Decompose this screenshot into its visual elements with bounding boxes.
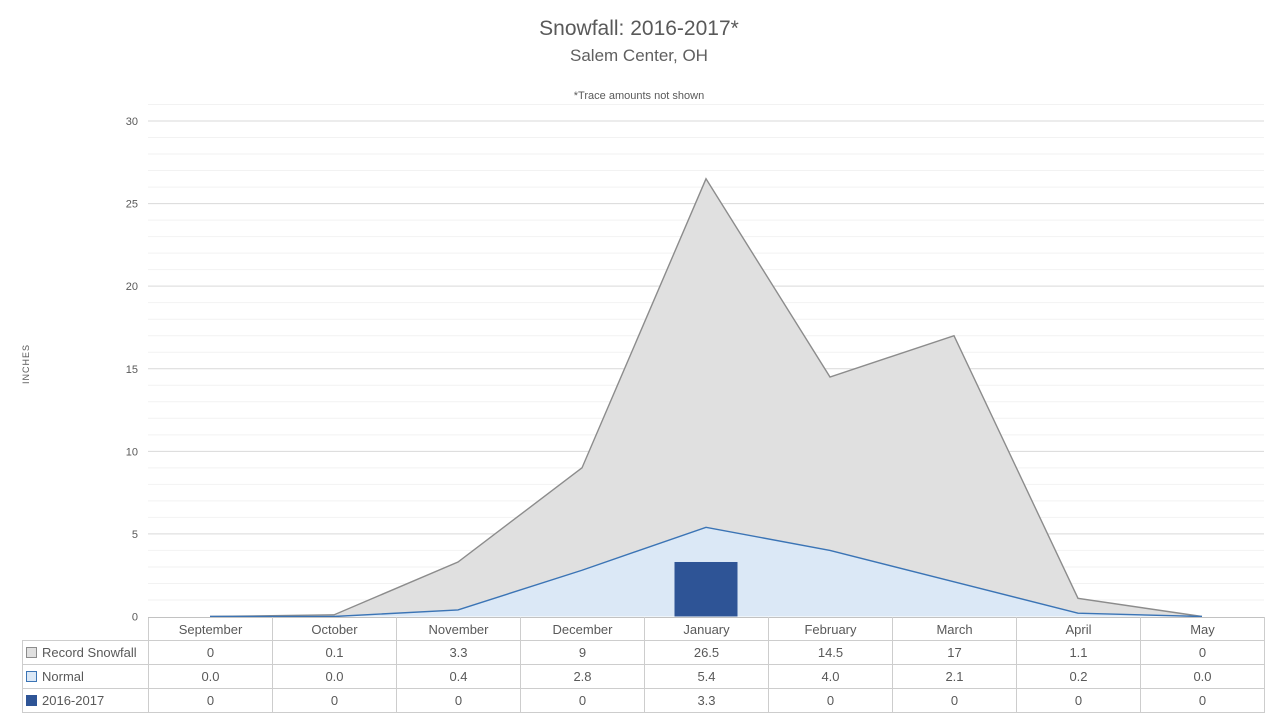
value-cell: 0 bbox=[148, 640, 273, 665]
table-row-normal: Normal 0.0 0.0 0.4 2.8 5.4 4.0 2.1 0.2 0.0 bbox=[22, 664, 1265, 689]
value-cell: 0.0 bbox=[1140, 664, 1265, 689]
y-axis-tick-labels: 0 5 10 15 20 25 30 bbox=[126, 116, 138, 624]
value-cell: 0 bbox=[520, 688, 645, 713]
y-tick-label: 15 bbox=[126, 364, 138, 376]
value-cell: 14.5 bbox=[768, 640, 893, 665]
value-cell: 0.1 bbox=[272, 640, 397, 665]
month-header: March bbox=[892, 617, 1017, 641]
legend-swatch-2016-2017 bbox=[26, 695, 37, 706]
data-table: September October November December January F… bbox=[22, 617, 1265, 713]
month-header: September bbox=[148, 617, 273, 641]
y-tick-label: 30 bbox=[126, 116, 138, 128]
month-header-row: September October November December January F… bbox=[23, 617, 1265, 641]
series-label-cell: Normal bbox=[22, 664, 149, 689]
value-cell: 0.4 bbox=[396, 664, 521, 689]
value-cell: 0.2 bbox=[1016, 664, 1141, 689]
value-cell: 4.0 bbox=[768, 664, 893, 689]
value-cell: 0 bbox=[1016, 688, 1141, 713]
y-tick-label: 5 bbox=[132, 529, 138, 541]
chart-title: Snowfall: 2016-2017* bbox=[539, 17, 739, 40]
chart-subtitle: Salem Center, OH bbox=[570, 46, 708, 65]
table-corner-cell bbox=[23, 618, 149, 641]
month-header: January bbox=[644, 617, 769, 641]
legend-swatch-record-snowfall bbox=[26, 647, 37, 658]
y-tick-label: 0 bbox=[132, 612, 138, 624]
table-row-record-snowfall: Record Snowfall 0 0.1 3.3 9 26.5 14.5 17 1.1 0 bbox=[22, 640, 1265, 665]
month-header: October bbox=[272, 617, 397, 641]
value-cell: 0 bbox=[892, 688, 1017, 713]
value-cell: 2.8 bbox=[520, 664, 645, 689]
y-tick-label: 25 bbox=[126, 199, 138, 211]
line-normal bbox=[210, 526, 1203, 618]
value-cell: 17 bbox=[892, 640, 1017, 665]
value-cell: 0 bbox=[148, 688, 273, 713]
value-cell: 0.0 bbox=[272, 664, 397, 689]
chart-footnote: *Trace amounts not shown bbox=[573, 90, 705, 102]
value-cell: 0 bbox=[1140, 640, 1265, 665]
value-cell: 26.5 bbox=[644, 640, 769, 665]
value-cell: 0 bbox=[272, 688, 397, 713]
series-label: Normal bbox=[42, 669, 84, 684]
value-cell: 0 bbox=[768, 688, 893, 713]
value-cell: 1.1 bbox=[1016, 640, 1141, 665]
y-tick-label: 10 bbox=[126, 446, 138, 458]
month-header: April bbox=[1016, 617, 1141, 641]
value-cell: 5.4 bbox=[644, 664, 769, 689]
series-label: Record Snowfall bbox=[42, 645, 137, 660]
month-header: December bbox=[520, 617, 645, 641]
value-cell: 9 bbox=[520, 640, 645, 665]
month-header: February bbox=[768, 617, 893, 641]
month-header: November bbox=[396, 617, 521, 641]
series-label-cell: 2016-2017 bbox=[22, 688, 149, 713]
value-cell: 0 bbox=[1140, 688, 1265, 713]
y-tick-label: 20 bbox=[126, 281, 138, 293]
value-cell: 2.1 bbox=[892, 664, 1017, 689]
value-cell: 3.3 bbox=[644, 688, 769, 713]
value-cell: 3.3 bbox=[396, 640, 521, 665]
line-record-snowfall bbox=[209, 177, 1203, 618]
bar-2016-2017 bbox=[674, 561, 738, 617]
area-record-snowfall bbox=[210, 178, 1202, 617]
series-label-cell: Record Snowfall bbox=[22, 640, 149, 665]
legend-swatch-normal bbox=[26, 671, 37, 682]
value-cell: 0.0 bbox=[148, 664, 273, 689]
table-row-2016-2017: 2016-2017 0 0 0 0 3.3 0 0 0 0 bbox=[22, 688, 1265, 713]
month-header: May bbox=[1140, 617, 1265, 641]
value-cell: 0 bbox=[396, 688, 521, 713]
series-label: 2016-2017 bbox=[42, 693, 105, 708]
bar-series-group bbox=[674, 561, 738, 617]
